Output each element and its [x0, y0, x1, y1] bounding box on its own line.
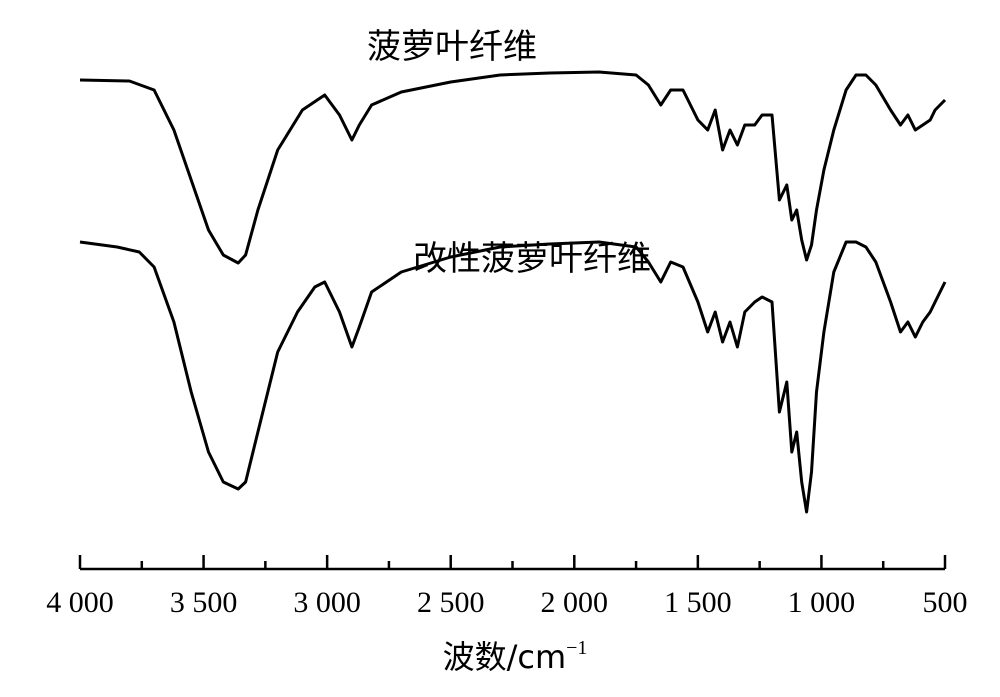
- x-tick-label: 3 500: [170, 586, 238, 619]
- x-tick-label: 4 000: [46, 586, 114, 619]
- series-label-modified-pineapple-leaf-fiber: 改性菠萝叶纤维: [413, 239, 651, 279]
- x-axis-title-superscript: −1: [566, 637, 587, 659]
- x-tick-label: 2 500: [417, 586, 485, 619]
- series-label-pineapple-leaf-fiber: 菠萝叶纤维: [367, 27, 537, 67]
- plot-area: [79, 70, 947, 514]
- series-line-0: [79, 70, 947, 265]
- series-line-1: [79, 240, 947, 514]
- x-tick-label: 3 000: [293, 586, 361, 619]
- x-tick-label: 1 500: [664, 586, 732, 619]
- x-tick-label: 1 000: [788, 586, 856, 619]
- x-tick-label: 2 000: [541, 586, 609, 619]
- x-axis-title: 波数/cm−1: [443, 637, 588, 676]
- x-tick-label: 500: [923, 586, 968, 619]
- x-axis-ticks: 4 000 3 500 3 000 2 500 2 000 1 500 1 000 500: [46, 555, 968, 619]
- x-axis-title-main: 波数/cm: [443, 638, 567, 676]
